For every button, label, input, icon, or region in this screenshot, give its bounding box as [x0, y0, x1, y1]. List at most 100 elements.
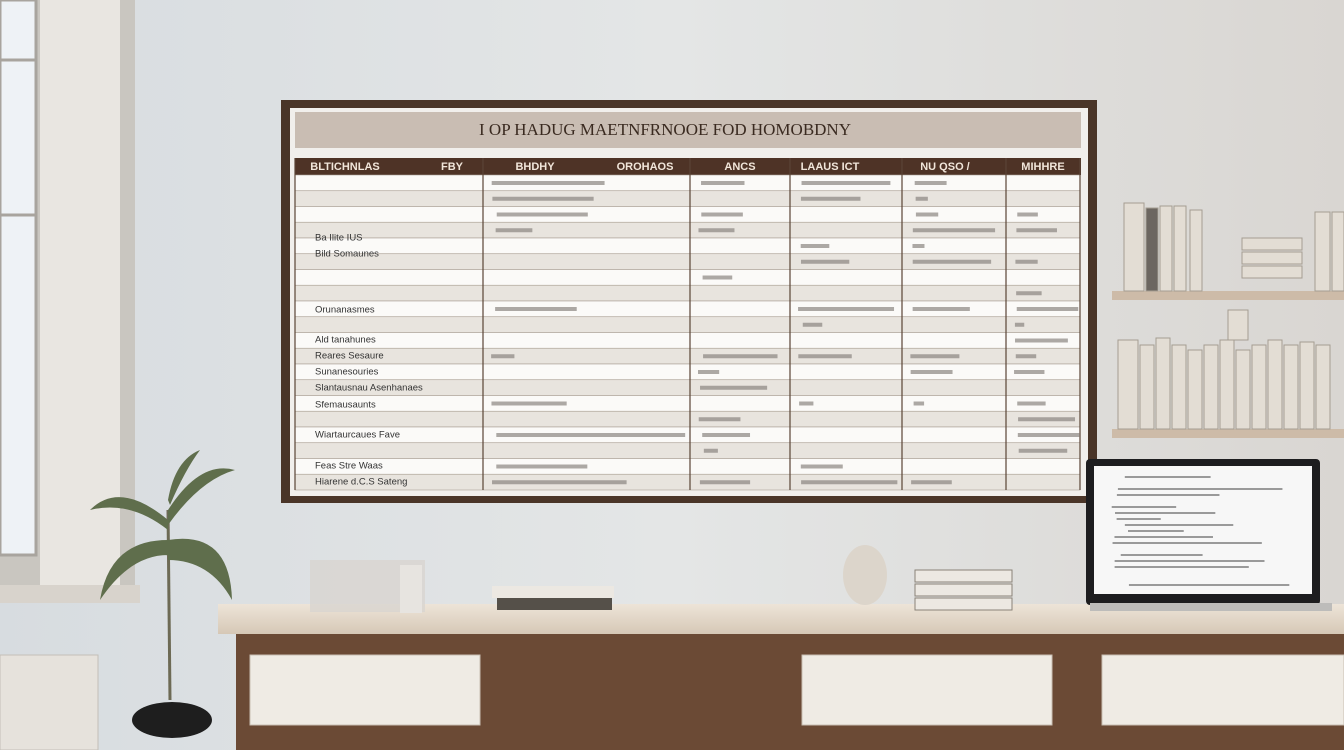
row-label: Ba Ilite IUS: [315, 233, 363, 244]
cell-scribble: [702, 275, 733, 280]
row-label: Wiartaurcaues Fave: [315, 430, 400, 441]
cell-scribble: [912, 259, 992, 264]
column-header: ANCS: [724, 161, 755, 173]
table-row: [294, 190, 1081, 207]
drawer: [249, 654, 481, 726]
cell-scribble: [910, 354, 960, 359]
cell-scribble: [1015, 259, 1038, 264]
cell-scribble: [495, 307, 577, 311]
cell-scribble: [491, 354, 515, 359]
row-label: Slantausnau Asenhanaes: [315, 383, 423, 394]
screen-line: [1116, 494, 1220, 496]
shelves: [1112, 202, 1344, 438]
cell-scribble: [495, 228, 533, 233]
screen-line: [1128, 584, 1290, 586]
cell-scribble: [1016, 307, 1079, 311]
cell-scribble: [802, 322, 823, 327]
window-glass: [0, 0, 38, 557]
screen-line: [1114, 560, 1265, 562]
cell-scribble: [698, 417, 741, 422]
table-row: [294, 458, 1081, 475]
table-row: [294, 426, 1081, 444]
header-row: [295, 158, 1081, 175]
cell-scribble: [1014, 322, 1025, 327]
cell-scribble: [1018, 417, 1076, 422]
cell-scribble: [1016, 228, 1057, 233]
board-title: I OP HADUG MAETNFRNOOE FOD HOMOBDNY: [479, 120, 851, 139]
plant: [90, 450, 235, 738]
table-row: [294, 316, 1081, 333]
cell-scribble: [702, 433, 751, 437]
cell-scribble: [1017, 212, 1038, 217]
cell-scribble: [912, 228, 996, 233]
laptop: [1086, 459, 1332, 611]
table-row: [294, 284, 1081, 302]
row-label: Orunanasmes: [315, 305, 375, 316]
window-sill: [0, 585, 140, 603]
screen-line: [1116, 518, 1161, 520]
table: BLTICHNLAS FBY BHDHY OROHAOS ANCS LAAUS ICT NU…: [294, 158, 1081, 491]
column-header: LAAUS ICT: [801, 161, 860, 173]
cell-scribble: [910, 370, 953, 374]
cell-scribble: [492, 196, 594, 201]
cell-scribble: [800, 259, 850, 264]
cell-scribble: [698, 370, 720, 374]
column-header: BLTICHNLAS: [310, 161, 379, 173]
cell-scribble: [1015, 338, 1068, 343]
cell-scribble: [799, 401, 814, 406]
table-row: [294, 332, 1081, 349]
cell-scribble: [496, 212, 588, 217]
cell-scribble: [1017, 433, 1080, 437]
cell-scribble: [701, 181, 745, 185]
cell-scribble: [492, 480, 627, 485]
cell-scribble: [700, 385, 768, 390]
cell-scribble: [914, 181, 947, 185]
screen-line: [1128, 530, 1184, 532]
row-label: Reares Sesaure: [315, 351, 384, 362]
cell-scribble: [800, 464, 843, 469]
column-header: FBY: [441, 161, 464, 173]
row-label: Feas Stre Waas: [315, 461, 383, 472]
row-label: Hiarene d.C.S Sateng: [315, 477, 407, 488]
screen-line: [1120, 554, 1203, 556]
table-row: [294, 237, 1081, 255]
column-header: OROHAOS: [617, 161, 674, 173]
cell-scribble: [1017, 401, 1046, 406]
cell-scribble: [496, 433, 686, 437]
drawer: [801, 654, 1053, 726]
board-title-bar: [295, 112, 1081, 148]
cell-scribble: [1014, 370, 1045, 374]
cell-scribble: [699, 480, 751, 485]
screen-line: [1124, 476, 1211, 478]
column-header: MIHHRE: [1021, 161, 1064, 173]
row-label: Bild Somaunes: [315, 249, 379, 260]
row-label: Sfemausaunts: [315, 400, 376, 411]
cell-scribble: [801, 181, 891, 185]
cell-scribble: [496, 464, 588, 469]
table-row: [294, 174, 1081, 192]
table-row: [294, 363, 1081, 381]
screen-line: [1111, 506, 1177, 508]
cell-scribble: [1018, 448, 1068, 453]
table-row: [294, 347, 1081, 365]
screen-line: [1114, 536, 1213, 538]
desk-items: [310, 545, 1013, 613]
cell-scribble: [912, 307, 970, 311]
cell-scribble: [798, 307, 895, 311]
cell-scribble: [911, 480, 952, 485]
cell-scribble: [913, 401, 925, 406]
cell-scribble: [703, 354, 778, 359]
cell-scribble: [912, 244, 925, 248]
screen-line: [1124, 524, 1234, 526]
cell-scribble: [800, 244, 830, 248]
screen-line: [1112, 542, 1262, 544]
cell-scribble: [698, 228, 735, 233]
screen-line: [1115, 512, 1216, 514]
cell-scribble: [703, 448, 718, 453]
table-row: [294, 410, 1081, 428]
drawer: [1101, 654, 1344, 726]
window-reveal: [40, 0, 120, 590]
screen-line: [1117, 488, 1283, 490]
table-row: [294, 473, 1081, 491]
row-label: Sunanesouries: [315, 367, 379, 378]
